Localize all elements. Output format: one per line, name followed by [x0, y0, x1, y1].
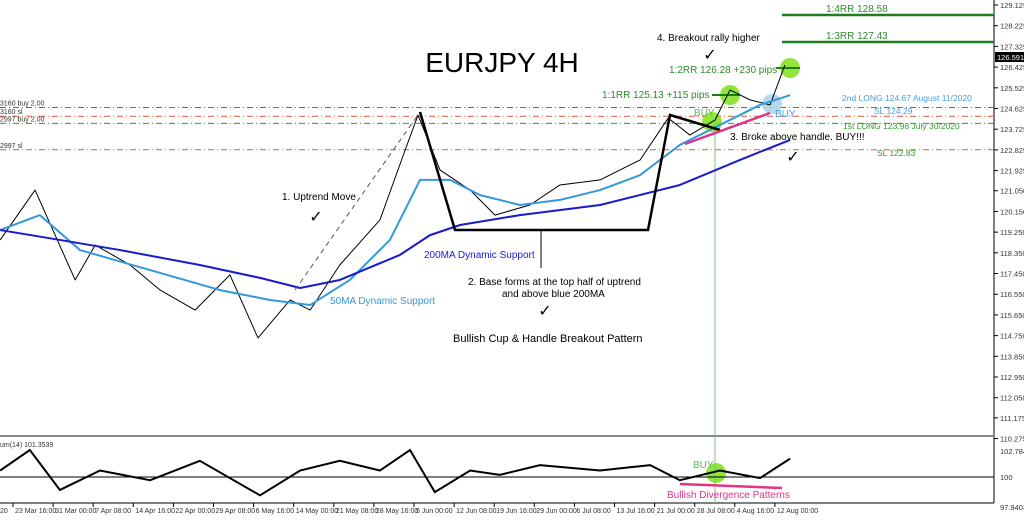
current-price-marker: [995, 52, 1024, 62]
price-tick-label: 119.250: [1000, 228, 1024, 237]
price-tick-label: 111.175: [1000, 414, 1024, 423]
level-right-label: SL 122.83: [877, 148, 916, 158]
price-tick-label: 120.150: [1000, 207, 1024, 216]
series-50ma: [0, 94, 791, 307]
annotation-step2: 2. Base forms at the top half of uptrend: [468, 277, 641, 288]
price-tick-label: 114.750: [1000, 332, 1024, 341]
annotation-step3: 3. Broke above handle. BUY!!!: [730, 132, 865, 143]
price-tick-label: 125.525: [1000, 84, 1024, 93]
price-tick-label: 117.450: [1000, 270, 1024, 279]
trendline-pink: [684, 111, 771, 146]
target-label: 1:4RR 128.58: [826, 4, 888, 15]
annotation-divergence: Bullish Divergence Patterns: [667, 490, 790, 501]
annotation-50ma: 50MA Dynamic Support: [330, 296, 435, 307]
oscillator-tick-label: 97.9403: [1000, 503, 1024, 512]
price-tick-label: 112.950: [1000, 373, 1024, 382]
oscillator-tick-label: 102.7846: [1000, 447, 1024, 456]
price-tick-label: 113.850: [1000, 352, 1024, 361]
current-price-label: 126.591: [997, 53, 1024, 62]
price-tick-label: 112.050: [1000, 394, 1024, 403]
time-tick-label: 13 Jul 16:00: [617, 508, 655, 515]
price-tick-label: 128.225: [1000, 22, 1024, 31]
level-right-label: 1st LONG 123.98 July 30/2020: [843, 121, 960, 131]
time-tick-label: 20: [0, 508, 8, 515]
price-tick-label: 127.325: [1000, 42, 1024, 51]
oscillator-tick-label: 100: [1000, 473, 1013, 482]
time-tick-label: 4 Aug 16:00: [737, 508, 774, 515]
check-icon: ✓: [786, 149, 799, 166]
time-tick-label: 6 May 16:00: [256, 508, 295, 515]
cup-pattern-lines: [418, 111, 721, 232]
uptrend-dashed-line: [294, 111, 421, 291]
time-tick-label: 28 May 16:00: [376, 508, 419, 515]
time-tick-label: 22 Apr 00:00: [175, 508, 215, 515]
annotation-step2: and above blue 200MA: [502, 289, 605, 300]
price-tick-label: 126.425: [1000, 63, 1024, 72]
price-tick-label: 124.625: [1000, 105, 1024, 114]
highlight-circle: [706, 463, 726, 483]
price-tick-label: 118.350: [1000, 249, 1024, 258]
time-tick-label: 19 Jun 16:00: [496, 508, 537, 515]
level-left-label: 2997 buy 2.00: [0, 116, 44, 123]
check-icon: ✓: [538, 303, 551, 320]
time-tick-label: 14 Apr 16:00: [135, 508, 175, 515]
time-tick-label: 21 May 08:00: [336, 508, 379, 515]
time-tick-label: 12 Jun 08:00: [456, 508, 497, 515]
time-tick-label: 7 Apr 08:00: [95, 508, 131, 515]
level-right-label: 2nd LONG 124.67 August 11/2020: [842, 93, 972, 103]
check-icon: ✓: [703, 47, 716, 64]
oscillator-line: [0, 448, 791, 497]
time-tick-label: 28 Jul 08:00: [697, 508, 735, 515]
oscillator-label: um(14) 101.3539: [0, 442, 53, 449]
target-label: 1:2RR 126.28 +230 pips: [669, 65, 777, 76]
time-tick-label: 6 Jul 08:00: [576, 508, 610, 515]
annotation-pattern: Bullish Cup & Handle Breakout Pattern: [453, 333, 643, 345]
price-tick-label: 129.125: [1000, 1, 1024, 10]
annotation-step4: 4. Breakout rally higher: [657, 33, 761, 44]
chart-title: EURJPY 4H: [425, 47, 579, 78]
level-left-label: 3160 sl: [0, 109, 23, 116]
annotation-200ma: 200MA Dynamic Support: [424, 250, 535, 261]
time-tick-label: 29 Apr 08:00: [216, 508, 256, 515]
buy-label: BUY: [693, 460, 714, 471]
annotation-step1: 1. Uptrend Move: [282, 192, 356, 203]
target-label: 1:3RR 127.43: [826, 31, 888, 42]
price-tick-label: 115.650: [1000, 311, 1024, 320]
divergence-line-pink: [679, 482, 783, 490]
level-left-label: 2997 sl: [0, 143, 23, 150]
price-tick-label: 116.550: [1000, 290, 1024, 299]
price-tick-label: 122.825: [1000, 146, 1024, 155]
time-tick-label: 21 Jul 00:00: [657, 508, 695, 515]
price-tick-label: 121.050: [1000, 187, 1024, 196]
level-right-label: SL 124.29: [874, 106, 913, 116]
time-tick-label: 5 Jun 00:00: [416, 508, 453, 515]
check-icon: ✓: [309, 209, 322, 226]
buy-label: BUY: [775, 109, 796, 120]
time-tick-label: 14 May 00:00: [296, 508, 339, 515]
time-tick-label: 12 Aug 00:00: [777, 508, 818, 515]
price-tick-label: 123.725: [1000, 125, 1024, 134]
buy-label: BUY: [694, 108, 715, 119]
target-label: 1:1RR 125.13 +115 pips: [602, 90, 709, 101]
price-tick-label: 110.275: [1000, 435, 1024, 444]
level-left-label: 3160 buy 2.00: [0, 100, 44, 107]
time-tick-label: 29 Jun 00:00: [536, 508, 577, 515]
series-200ma: [0, 138, 791, 290]
time-tick-label: 31 Mar 00:00: [55, 508, 96, 515]
price-tick-label: 121.925: [1000, 167, 1024, 176]
time-tick-label: 23 Mar 16:00: [15, 508, 56, 515]
series-price: [0, 64, 786, 339]
